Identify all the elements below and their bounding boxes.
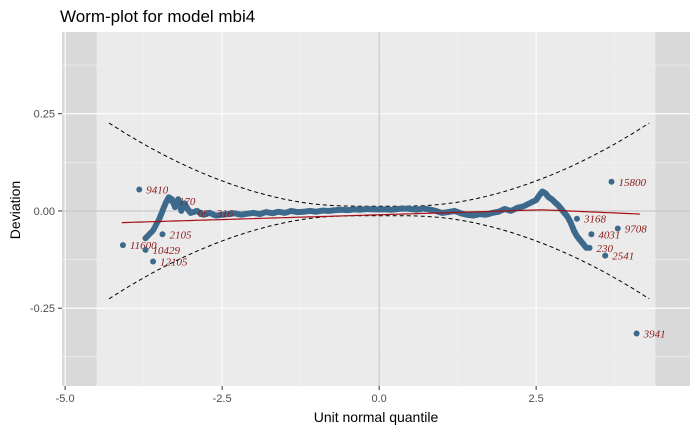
x-axis-title: Unit normal quantile bbox=[314, 409, 439, 425]
x-tick-label: 0.0 bbox=[371, 393, 386, 405]
x-tick-label: 2.5 bbox=[528, 393, 543, 405]
x-tick-label: -5.0 bbox=[56, 393, 75, 405]
outlier-point bbox=[633, 330, 640, 337]
outlier-point bbox=[206, 209, 213, 216]
y-tick-label: 0.00 bbox=[34, 206, 55, 218]
outlier-point-label: 15800 bbox=[619, 177, 647, 189]
lower-confidence-band bbox=[108, 215, 650, 300]
chart-title: Worm-plot for model mbi4 bbox=[60, 7, 255, 26]
left-tail-shade bbox=[62, 32, 97, 386]
y-tick-label: 0.25 bbox=[34, 109, 55, 121]
outlier-point bbox=[119, 242, 126, 249]
y-axis-ticks: -0.25 0.00 0.25 bbox=[30, 109, 62, 315]
outlier-point-label: 69 bbox=[198, 208, 210, 220]
fitted-curve bbox=[121, 209, 640, 224]
outlier-point-label: 9708 bbox=[625, 223, 648, 235]
outlier-point bbox=[168, 198, 175, 205]
upper-confidence-band bbox=[108, 122, 650, 207]
outlier-point-label: 4031 bbox=[598, 229, 620, 241]
outlier-point bbox=[614, 225, 621, 232]
outlier-point-label: 9410 bbox=[146, 185, 169, 197]
outlier-point-label: 2105 bbox=[169, 229, 192, 241]
outlier-point bbox=[586, 244, 593, 251]
outlier-point-label: 10429 bbox=[153, 245, 181, 257]
outlier-point-label: 3168 bbox=[583, 214, 607, 226]
outlier-point bbox=[602, 252, 609, 259]
outlier-point-label: 230 bbox=[597, 243, 614, 255]
outlier-point-label: 11600 bbox=[130, 240, 157, 252]
outlier-point bbox=[150, 258, 157, 265]
outlier-point-label: 2541 bbox=[612, 251, 634, 263]
outlier-point-label: 170 bbox=[179, 196, 196, 208]
outlier-point bbox=[588, 231, 595, 238]
y-axis-title: Deviation bbox=[7, 181, 23, 239]
outlier-point bbox=[573, 215, 580, 222]
right-tail-shade bbox=[655, 32, 690, 386]
outlier-point-label: 3941 bbox=[643, 328, 666, 340]
outlier-point-label: 316 bbox=[216, 208, 234, 220]
outlier-point bbox=[159, 231, 166, 238]
outlier-point bbox=[136, 186, 143, 193]
outlier-point-label: 12105 bbox=[160, 257, 188, 269]
outlier-point bbox=[608, 178, 615, 185]
y-tick-label: -0.25 bbox=[30, 303, 55, 315]
outlier-point bbox=[187, 209, 194, 216]
outlier-point bbox=[142, 246, 149, 253]
x-axis-ticks: -5.0 -2.5 0.0 2.5 bbox=[56, 386, 544, 405]
x-tick-label: -2.5 bbox=[213, 393, 232, 405]
